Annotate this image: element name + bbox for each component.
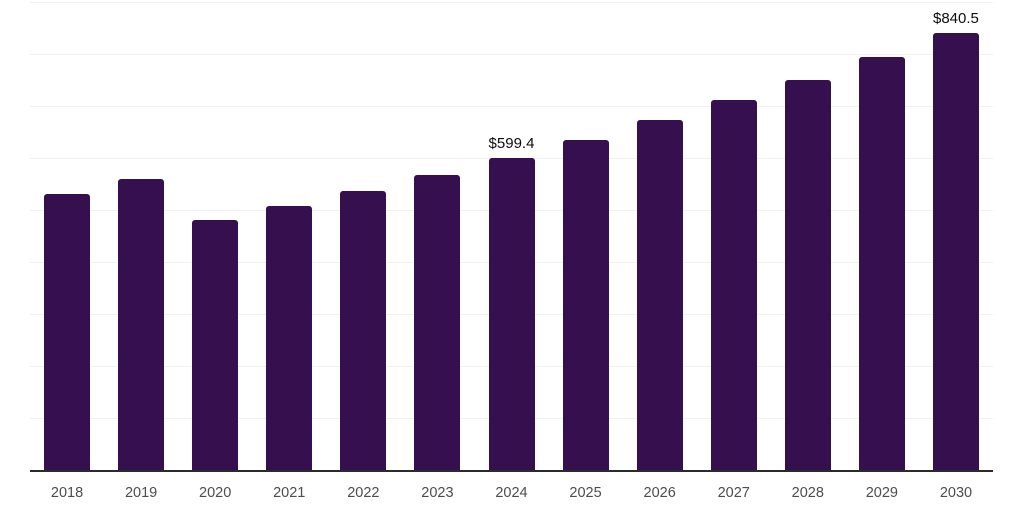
- x-tick-label-2019: 2019: [124, 485, 158, 501]
- x-tick-label-2024: 2024: [495, 485, 528, 501]
- x-tick-label-2030: 2030: [939, 485, 973, 501]
- bar-2019: [118, 178, 165, 470]
- bar-2029: [858, 56, 905, 470]
- gridline: [30, 54, 993, 55]
- bar-2026: [636, 120, 683, 470]
- bar-2027: [710, 100, 757, 470]
- x-tick-label-2021: 2021: [273, 485, 306, 501]
- bar-2028: [784, 80, 831, 470]
- bar-2030: [932, 32, 979, 470]
- x-tick-label-2023: 2023: [421, 485, 454, 501]
- x-tick-label-2029: 2029: [865, 485, 898, 501]
- x-tick-label-2028: 2028: [791, 485, 824, 501]
- x-tick-label-2026: 2026: [643, 485, 676, 501]
- bar-2023: [414, 174, 461, 470]
- bar-2021: [266, 206, 313, 470]
- x-tick-label-2022: 2022: [347, 485, 380, 501]
- gridline: [30, 106, 993, 107]
- bar-2025: [562, 140, 609, 470]
- data-label-2024: $599.4: [488, 135, 535, 153]
- x-axis-line: [30, 470, 993, 472]
- bar-2024: [488, 158, 535, 470]
- data-label-2030: $840.5: [933, 9, 979, 27]
- x-tick-label-2025: 2025: [569, 485, 602, 501]
- bar-2020: [192, 219, 239, 470]
- x-tick-label-2018: 2018: [50, 485, 84, 501]
- gridline: [30, 2, 993, 3]
- x-tick-label-2020: 2020: [199, 485, 232, 501]
- bar-2022: [340, 190, 387, 470]
- bar-2018: [44, 194, 91, 470]
- x-tick-label-2027: 2027: [717, 485, 750, 501]
